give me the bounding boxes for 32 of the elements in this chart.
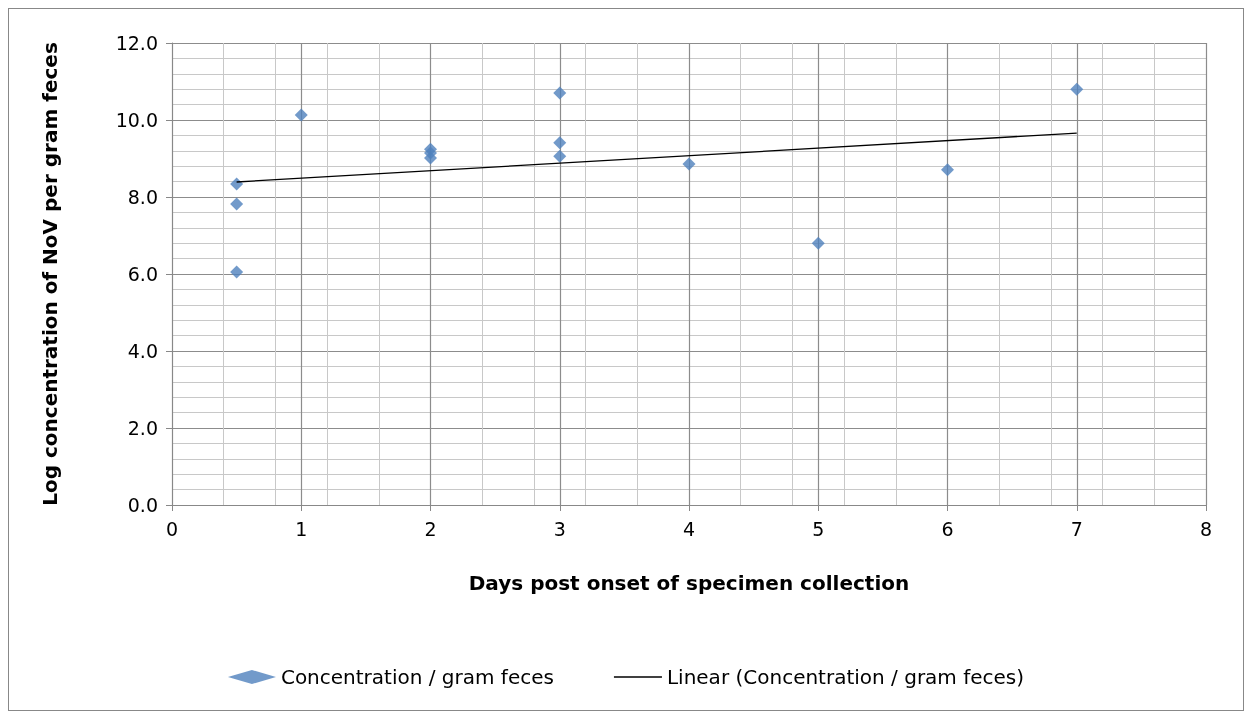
point xyxy=(230,177,244,191)
x-tick-label: 6 xyxy=(941,517,954,540)
y-axis-title: Log concentration of NoV per gram feces xyxy=(38,42,62,506)
x-tick-label: 8 xyxy=(1199,517,1213,540)
y-tick-label: 10.0 xyxy=(115,109,158,131)
legend-label: Concentration / gram feces xyxy=(280,665,554,689)
y-tick-label: 12.0 xyxy=(115,32,158,54)
y-tick-label: 2.0 xyxy=(127,417,158,439)
point xyxy=(294,108,308,122)
y-tick-label: 8.0 xyxy=(127,186,158,208)
y-tick-label: 6.0 xyxy=(127,263,158,285)
x-tick-label: 0 xyxy=(165,517,179,540)
y-tick-label: 0.0 xyxy=(127,494,158,516)
point xyxy=(230,265,244,279)
point xyxy=(682,157,696,171)
x-tick-label: 2 xyxy=(424,517,437,540)
legend-label: Linear (Concentration / gram feces) xyxy=(666,665,1025,689)
y-tick-label: 4.0 xyxy=(127,340,158,362)
point xyxy=(941,163,954,177)
point xyxy=(553,86,567,100)
x-tick-label: 3 xyxy=(553,517,566,540)
x-tick-label: 4 xyxy=(682,517,696,540)
point xyxy=(230,197,244,211)
x-tick-label: 1 xyxy=(295,517,308,540)
point xyxy=(553,149,567,163)
x-tick-label: 7 xyxy=(1070,517,1083,540)
x-tick-label: 5 xyxy=(812,517,825,540)
x-axis-title: Days post onset of specimen collection xyxy=(468,571,910,595)
point xyxy=(424,151,437,165)
point xyxy=(1070,82,1084,96)
point xyxy=(811,236,825,250)
point xyxy=(553,136,567,150)
